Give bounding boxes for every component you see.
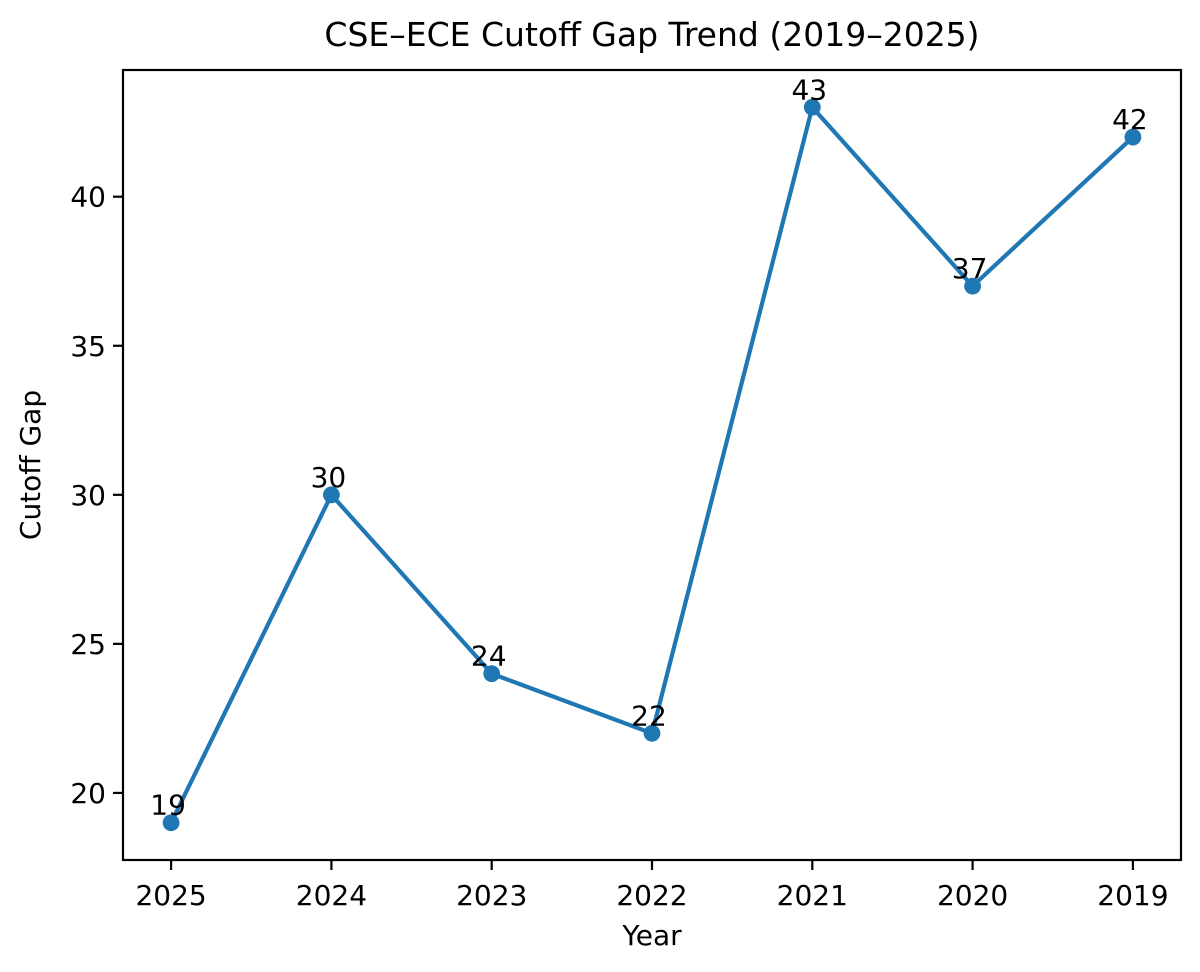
data-point-marker bbox=[322, 486, 340, 504]
data-point-label: 24 bbox=[471, 640, 507, 673]
x-axis-tick-label: 2020 bbox=[937, 879, 1008, 912]
y-axis-tick-label: 40 bbox=[70, 181, 106, 214]
data-point-label: 37 bbox=[952, 252, 988, 285]
data-point-marker bbox=[162, 814, 180, 832]
x-axis-tick-label: 2024 bbox=[296, 879, 367, 912]
y-axis-tick-label: 35 bbox=[70, 330, 106, 363]
y-axis-tick-label: 25 bbox=[70, 628, 106, 661]
data-point-marker bbox=[964, 277, 982, 295]
data-point-label: 22 bbox=[631, 699, 667, 732]
y-axis-label: Cutoff Gap bbox=[14, 390, 47, 540]
x-axis-tick-label: 2019 bbox=[1097, 879, 1168, 912]
data-point-marker bbox=[803, 98, 821, 116]
data-point-marker bbox=[1124, 128, 1142, 146]
data-point-marker bbox=[643, 724, 661, 742]
y-axis-tick-label: 20 bbox=[70, 777, 106, 810]
x-axis-label: Year bbox=[621, 919, 682, 952]
x-axis-tick-label: 2022 bbox=[616, 879, 687, 912]
data-point-label: 43 bbox=[791, 73, 827, 106]
chart-title: CSE–ECE Cutoff Gap Trend (2019–2025) bbox=[324, 15, 979, 54]
data-point-label: 42 bbox=[1112, 103, 1148, 136]
data-point-marker bbox=[483, 665, 501, 683]
data-point-label: 19 bbox=[150, 789, 186, 822]
y-axis-tick-label: 30 bbox=[70, 479, 106, 512]
data-point-label: 30 bbox=[311, 461, 347, 494]
x-axis-tick-label: 2023 bbox=[456, 879, 527, 912]
x-axis-tick-label: 2025 bbox=[135, 879, 206, 912]
x-axis-tick-label: 2021 bbox=[777, 879, 848, 912]
